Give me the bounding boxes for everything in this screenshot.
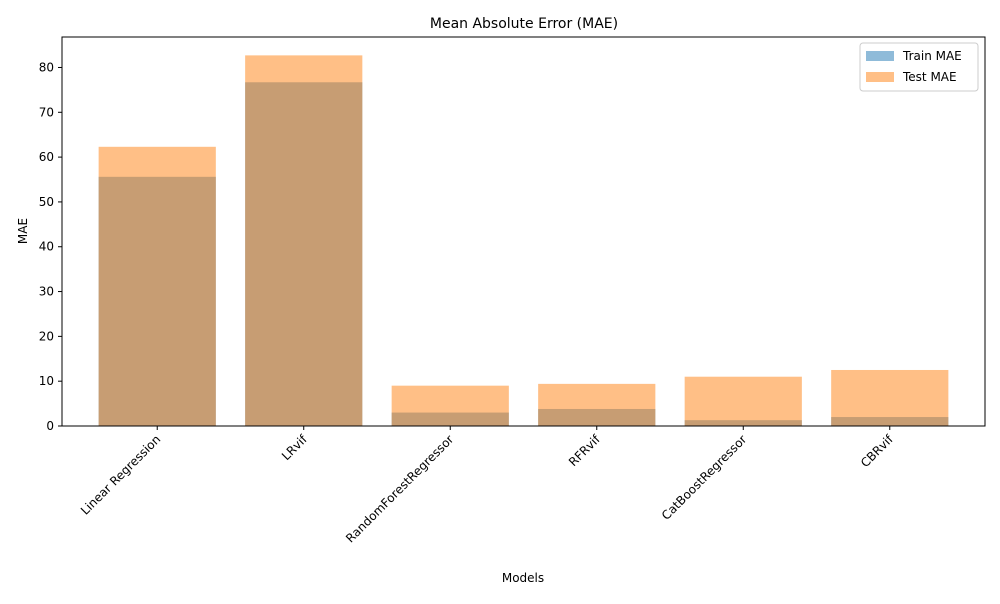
y-tick-label: 80 (39, 60, 54, 74)
y-ticks: 0 10 20 30 40 50 60 70 80 (39, 60, 62, 433)
x-ticks: Linear Regression LRvif RandomForestRegres… (78, 426, 896, 545)
bar-test-mae-cbrvif (831, 369, 949, 426)
y-tick-label: 50 (39, 195, 54, 209)
y-axis-label: MAE (16, 218, 30, 244)
x-tick-label-randomforestregressor: RandomForestRegressor (343, 432, 456, 545)
y-tick-label: 20 (39, 329, 54, 343)
x-tick-label-cbrvif: CBRvif (858, 432, 896, 470)
legend: Train MAE Test MAE (859, 42, 979, 92)
bars-layer (98, 55, 949, 427)
y-tick-label: 40 (39, 240, 54, 254)
bar-test-mae-linear-regression (98, 146, 216, 426)
y-tick-label: 30 (39, 285, 54, 299)
x-tick-label-catboostregressor: CatBoostRegressor (659, 432, 750, 523)
plot-frame (61, 36, 986, 427)
x-axis-label: Models (502, 571, 544, 585)
bar-test-mae-lrvif (245, 55, 363, 427)
y-tick-label: 60 (39, 150, 54, 164)
legend-label-test-mae: Test MAE (902, 70, 957, 84)
legend-label-train-mae: Train MAE (902, 49, 962, 63)
chart-title: Mean Absolute Error (MAE) (430, 16, 618, 32)
bar-test-mae-randomforestregressor (391, 385, 509, 426)
bar-test-mae-rfrvif (538, 383, 656, 426)
y-tick-label: 70 (39, 105, 54, 119)
legend-swatch-train-mae (866, 51, 894, 61)
x-tick-label-rfrvif: RFRvif (566, 432, 603, 469)
x-tick-label-linear-regression: Linear Regression (78, 432, 163, 517)
y-tick-label: 0 (46, 419, 54, 433)
bar-test-mae-catboostregressor (684, 376, 802, 426)
y-tick-label: 10 (39, 374, 54, 388)
legend-swatch-test-mae (866, 72, 894, 82)
x-tick-label-lrvif: LRvif (279, 432, 310, 463)
axes-layer (61, 36, 986, 427)
